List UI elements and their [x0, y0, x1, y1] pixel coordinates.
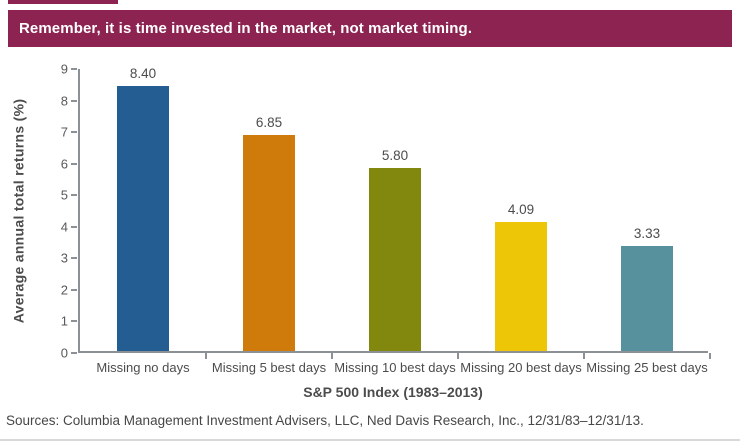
- y-axis-tick: [71, 352, 77, 354]
- x-category-label: Missing 25 best days: [586, 360, 708, 375]
- bar-value-label: 3.33: [633, 225, 661, 241]
- bar-value-label: 5.80: [381, 147, 409, 163]
- bar-missing-5-best-days: [243, 134, 295, 351]
- y-tick-label: 8: [60, 93, 68, 109]
- bar-missing-no-days: [117, 85, 169, 351]
- y-axis-tick: [71, 162, 77, 165]
- bar-missing-20-best-days: [495, 221, 547, 351]
- y-axis-tick: [71, 288, 77, 291]
- top-edge-sliver: [8, 0, 118, 4]
- bottom-divider: [0, 439, 740, 441]
- y-axis-tick: [71, 68, 77, 70]
- x-axis-title: S&P 500 Index (1983–2013): [303, 384, 483, 400]
- plot-area: 0 1 2 3 4 5 6 7 8 9 8.40 Missing no days 6.85 Missing…: [61, 62, 711, 375]
- y-tick-label: 1: [60, 313, 68, 329]
- x-axis-tick: [583, 353, 585, 359]
- x-category-label: Missing no days: [96, 360, 190, 375]
- y-tick-label: 4: [60, 219, 68, 235]
- x-category-label: Missing 20 best days: [460, 360, 582, 375]
- y-tick-label: 9: [60, 61, 68, 77]
- y-axis-tick: [71, 194, 77, 197]
- x-category-label: Missing 5 best days: [211, 360, 327, 375]
- x-axis-tick: [709, 353, 711, 359]
- y-tick-label: 5: [60, 187, 68, 203]
- x-axis-tick: [205, 353, 207, 359]
- chart-title: Remember, it is time invested in the mar…: [19, 20, 473, 37]
- y-tick-label: 0: [60, 345, 68, 361]
- y-tick-label: 7: [60, 124, 68, 140]
- title-banner: Remember, it is time invested in the mar…: [8, 10, 732, 47]
- sources-text: Sources: Columbia Management Investment …: [6, 413, 644, 428]
- y-axis-title-container: Average annual total returns (%): [4, 69, 32, 353]
- bar-value-label: 6.85: [255, 114, 283, 130]
- y-axis-title: Average annual total returns (%): [10, 98, 27, 324]
- y-tick-label: 2: [60, 282, 68, 298]
- y-axis-tick: [71, 225, 77, 228]
- y-axis-tick: [71, 257, 77, 260]
- y-tick-label: 6: [60, 156, 68, 172]
- y-axis-tick: [71, 320, 77, 323]
- bar-value-label: 8.40: [129, 65, 157, 81]
- x-category-label: Missing 10 best days: [334, 360, 456, 375]
- y-axis-tick: [71, 131, 77, 134]
- y-axis-tick: [71, 99, 77, 102]
- bar-missing-10-best-days: [369, 167, 421, 351]
- y-tick-label: 3: [60, 250, 68, 266]
- bar-value-label: 4.09: [507, 201, 535, 217]
- x-axis-tick: [457, 353, 459, 359]
- bar-missing-25-best-days: [621, 245, 673, 351]
- x-axis-tick: [331, 353, 333, 359]
